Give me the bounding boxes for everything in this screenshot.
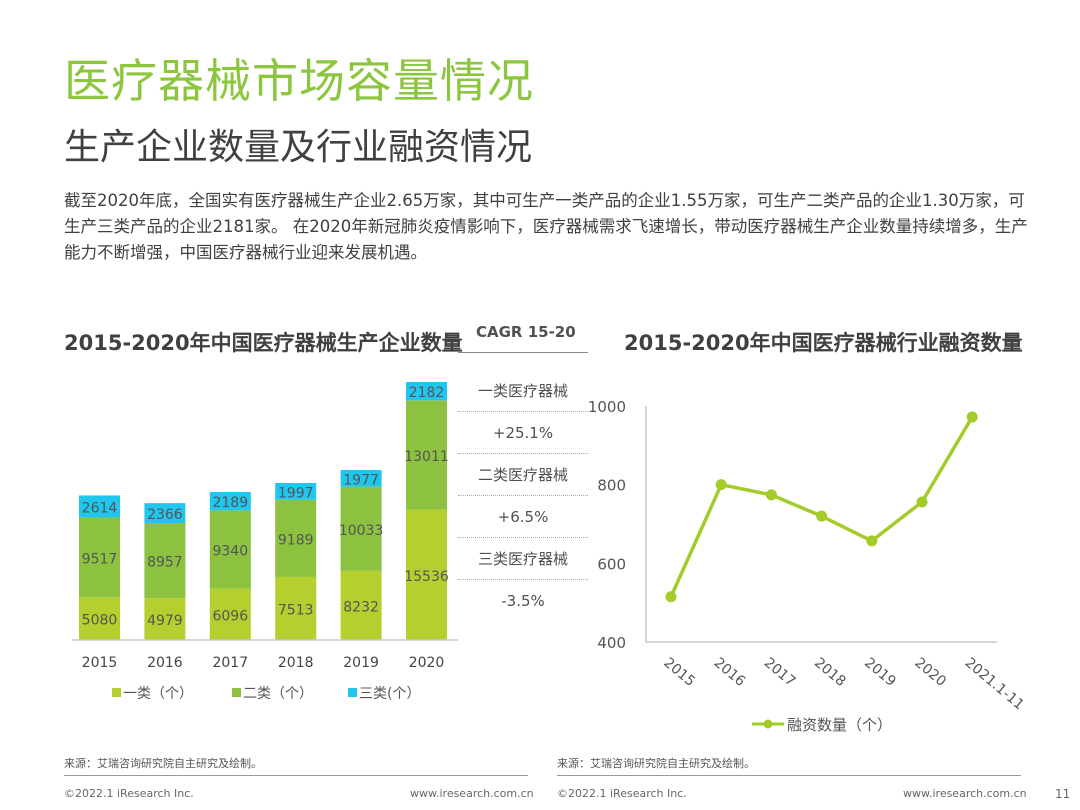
bar-segment-2 bbox=[275, 499, 317, 577]
bar-segment-1 bbox=[79, 597, 120, 640]
bar-value-label: 1977 bbox=[343, 472, 379, 488]
x-tick-label: 2015 bbox=[660, 655, 698, 690]
bar-segment-2 bbox=[406, 400, 447, 510]
bar-value-label: 4979 bbox=[147, 613, 183, 629]
bar-value-label: 2182 bbox=[409, 385, 445, 401]
cagr-label-class2: 二类医疗器械 bbox=[458, 454, 588, 496]
bar-value-label: 8957 bbox=[147, 555, 183, 571]
bar-value-label: 10033 bbox=[339, 523, 384, 539]
bar-value-label: 2189 bbox=[212, 495, 248, 511]
page-subtitle: 生产企业数量及行业融资情况 bbox=[64, 127, 533, 168]
bar-segment-1 bbox=[340, 570, 382, 640]
source-note-left: 来源：艾瑞咨询研究院自主研究及绘制。 bbox=[64, 757, 262, 770]
legend-label: 二类（个） bbox=[243, 686, 313, 702]
legend-label: 三类(个） bbox=[359, 686, 420, 702]
bar-segment-1 bbox=[209, 588, 251, 640]
x-tick-label: 2018 bbox=[811, 655, 849, 690]
legend-swatch bbox=[348, 688, 357, 697]
bar-segment-3 bbox=[144, 503, 186, 523]
x-tick-label: 2020 bbox=[409, 655, 445, 671]
page-number: 11 bbox=[1055, 787, 1071, 801]
website-url-right[interactable]: www.iresearch.com.cn bbox=[903, 787, 1027, 800]
x-tick-label: 2016 bbox=[147, 655, 183, 671]
data-point bbox=[715, 479, 727, 491]
source-note-right: 来源：艾瑞咨询研究院自主研究及绘制。 bbox=[557, 757, 755, 770]
data-point bbox=[966, 411, 978, 423]
bar-value-label: 1997 bbox=[278, 485, 314, 501]
x-tick-label: 2017 bbox=[212, 655, 248, 671]
cagr-label-class1: 一类医疗器械 bbox=[458, 370, 588, 412]
bar-value-label: 13011 bbox=[404, 449, 449, 465]
bar-segment-1 bbox=[144, 598, 186, 640]
cagr-value-class3: -3.5% bbox=[501, 592, 545, 610]
bar-value-label: 6096 bbox=[212, 608, 248, 624]
cagr-table: 一类医疗器械 +25.1% 二类医疗器械 +6.5% 三类医疗器械 -3.5% bbox=[458, 370, 588, 622]
data-point bbox=[765, 489, 777, 501]
bar-segment-2 bbox=[340, 486, 382, 571]
bar-value-label: 2366 bbox=[147, 507, 183, 523]
y-tick-label: 400 bbox=[597, 634, 626, 652]
cagr-label-class3: 三类医疗器械 bbox=[458, 538, 588, 580]
bar-value-label: 15536 bbox=[404, 569, 449, 585]
bar-segment-2 bbox=[209, 510, 251, 589]
footer-divider-left bbox=[64, 775, 528, 776]
y-tick-label: 800 bbox=[597, 477, 626, 495]
legend-label: 融资数量（个） bbox=[787, 716, 892, 734]
bar-value-label: 7513 bbox=[278, 602, 314, 618]
cagr-header: CAGR 15-20 bbox=[476, 323, 576, 341]
copyright-left: ©2022.1 iResearch Inc. bbox=[64, 787, 194, 800]
bar-value-label: 9340 bbox=[212, 544, 248, 560]
x-tick-label: 2017 bbox=[761, 655, 799, 690]
bar-segment-1 bbox=[406, 509, 447, 640]
bar-segment-2 bbox=[144, 522, 186, 599]
cagr-value-class1: +25.1% bbox=[458, 412, 588, 454]
bar-value-label: 2614 bbox=[82, 500, 118, 516]
cagr-divider bbox=[458, 352, 588, 353]
bar-value-label: 8232 bbox=[343, 599, 379, 615]
data-point bbox=[916, 496, 928, 508]
bar-value-label: 9189 bbox=[278, 532, 314, 548]
legend-swatch bbox=[112, 688, 121, 697]
bar-value-label: 5080 bbox=[82, 613, 118, 629]
y-tick-label: 1000 bbox=[588, 398, 626, 416]
bar-segment-3 bbox=[406, 382, 447, 401]
bar-segment-3 bbox=[275, 483, 317, 500]
description-text: 截至2020年底，全国实有医疗器械生产企业2.65万家，其中可生产一类产品的企业… bbox=[64, 191, 1028, 262]
line-chart-title: 2015-2020年中国医疗器械行业融资数量 bbox=[624, 331, 1023, 355]
data-point bbox=[816, 510, 828, 522]
bar-segment-2 bbox=[79, 517, 120, 598]
series-line bbox=[669, 416, 974, 598]
legend-swatch bbox=[232, 688, 241, 697]
x-tick-label: 2020 bbox=[911, 655, 949, 690]
copyright-right: ©2022.1 iResearch Inc. bbox=[557, 787, 687, 800]
bar-segment-3 bbox=[340, 470, 382, 487]
bar-chart-title: 2015-2020年中国医疗器械生产企业数量 bbox=[64, 331, 463, 355]
data-point bbox=[866, 535, 878, 547]
data-point bbox=[665, 591, 677, 603]
bar-segment-1 bbox=[275, 576, 317, 640]
x-tick-label: 2016 bbox=[711, 655, 749, 690]
x-tick-label: 2019 bbox=[343, 655, 379, 671]
x-tick-label: 2021.1-11 bbox=[962, 655, 1027, 713]
footer-divider-right bbox=[557, 775, 1021, 776]
x-tick-label: 2019 bbox=[861, 655, 899, 690]
bar-segment-3 bbox=[79, 495, 120, 518]
bar-segment-3 bbox=[209, 492, 251, 511]
cagr-value-class2: +6.5% bbox=[458, 496, 588, 538]
x-tick-label: 2018 bbox=[278, 655, 314, 671]
x-tick-label: 2015 bbox=[82, 655, 118, 671]
legend-label: 一类（个） bbox=[123, 686, 193, 702]
legend-marker-icon bbox=[763, 719, 773, 729]
y-tick-label: 600 bbox=[597, 555, 626, 573]
website-url-left[interactable]: www.iresearch.com.cn bbox=[410, 787, 534, 800]
page-title: 医疗器械市场容量情况 bbox=[64, 54, 534, 108]
bar-value-label: 9517 bbox=[82, 551, 118, 567]
